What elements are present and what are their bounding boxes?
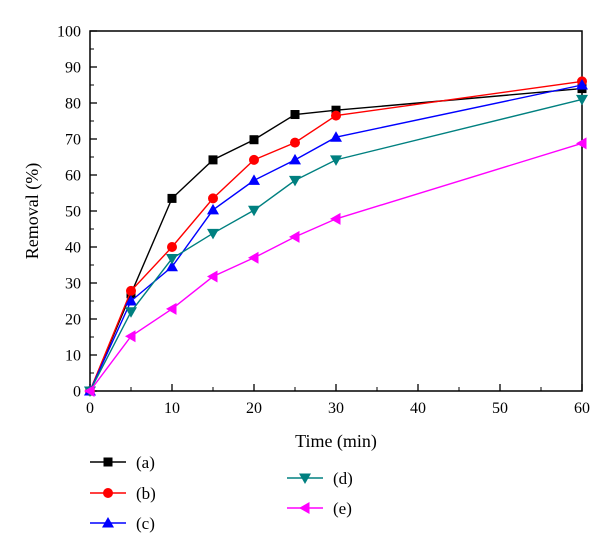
y-axis-title: Removal (%) bbox=[22, 163, 43, 259]
data-point bbox=[290, 137, 300, 148]
data-point bbox=[166, 260, 178, 272]
data-point bbox=[126, 285, 136, 296]
series-line bbox=[89, 98, 583, 392]
x-tick-label: 10 bbox=[164, 400, 180, 417]
legend-label: (d) bbox=[333, 469, 353, 488]
series-line bbox=[89, 142, 583, 392]
legend-marker bbox=[103, 457, 113, 467]
legend-item: (a) bbox=[90, 453, 155, 472]
data-point bbox=[208, 193, 218, 204]
legend-label: (a) bbox=[136, 453, 155, 472]
legend-item: (b) bbox=[90, 484, 156, 503]
legend-label: (e) bbox=[333, 499, 352, 518]
y-tick-label: 10 bbox=[65, 348, 81, 365]
data-point bbox=[330, 131, 342, 142]
x-tick-label: 60 bbox=[574, 400, 590, 417]
data-point bbox=[289, 153, 301, 165]
legend-item: (d) bbox=[287, 469, 353, 488]
data-point bbox=[249, 135, 259, 145]
data-point bbox=[330, 155, 342, 166]
data-point bbox=[289, 230, 300, 243]
data-point bbox=[576, 79, 588, 90]
data-point bbox=[125, 307, 137, 318]
data-point bbox=[289, 175, 301, 187]
y-tick-label: 90 bbox=[65, 60, 81, 77]
series-line bbox=[89, 80, 583, 392]
axis-tick-labels: 0 10 20 30 40 50 60 70 80 90 100 0 10 20 30 40 50 60 bbox=[57, 24, 590, 418]
y-tick-label: 70 bbox=[65, 132, 81, 149]
data-point bbox=[576, 137, 587, 150]
series-1 bbox=[85, 84, 587, 396]
legend-label: (c) bbox=[136, 514, 155, 533]
x-tick-label: 30 bbox=[328, 400, 344, 417]
data-point bbox=[125, 330, 136, 343]
y-tick-label: 100 bbox=[57, 24, 81, 41]
data-point bbox=[167, 242, 177, 252]
data-point bbox=[248, 205, 260, 217]
data-point bbox=[248, 174, 260, 185]
x-tick-label: 50 bbox=[492, 400, 508, 417]
data-point bbox=[248, 251, 259, 264]
data-point bbox=[249, 154, 259, 165]
y-tick-label: 30 bbox=[65, 276, 81, 293]
plot-frame bbox=[89, 30, 583, 392]
x-tick-label: 20 bbox=[246, 400, 262, 417]
y-tick-label: 20 bbox=[65, 312, 81, 329]
data-point bbox=[166, 302, 177, 315]
legend-item: (c) bbox=[90, 514, 155, 533]
series-5 bbox=[84, 137, 587, 397]
data-point bbox=[207, 228, 219, 240]
axis-ticks bbox=[89, 30, 583, 392]
legend-marker bbox=[299, 473, 311, 484]
y-tick-label: 60 bbox=[65, 168, 81, 185]
legend: (a) (b) (c) (d) (e) bbox=[90, 453, 353, 533]
data-point bbox=[576, 94, 588, 106]
x-axis-title: Time (min) bbox=[295, 431, 377, 452]
data-point bbox=[330, 212, 341, 225]
x-tick-label: 0 bbox=[86, 400, 94, 417]
series-3 bbox=[84, 79, 588, 396]
data-point bbox=[125, 295, 137, 306]
data-point bbox=[331, 105, 341, 115]
legend-marker bbox=[103, 488, 113, 498]
data-point bbox=[207, 270, 218, 283]
legend-marker bbox=[102, 517, 114, 528]
data-point bbox=[331, 110, 341, 121]
legend-item: (e) bbox=[287, 499, 352, 518]
legend-label: (b) bbox=[136, 484, 156, 503]
series-line bbox=[89, 84, 583, 392]
y-tick-label: 0 bbox=[73, 384, 81, 401]
data-point bbox=[290, 110, 300, 120]
series-2 bbox=[85, 76, 587, 396]
data-point bbox=[208, 155, 218, 165]
y-tick-label: 40 bbox=[65, 240, 81, 257]
series-line bbox=[89, 87, 583, 392]
y-tick-label: 80 bbox=[65, 96, 81, 113]
legend-marker bbox=[299, 502, 310, 514]
data-point bbox=[207, 203, 219, 215]
data-point bbox=[167, 193, 177, 203]
y-tick-label: 50 bbox=[65, 204, 81, 221]
x-tick-label: 40 bbox=[410, 400, 426, 417]
series-layer bbox=[84, 76, 588, 397]
data-point bbox=[166, 254, 178, 265]
data-point bbox=[84, 385, 95, 397]
